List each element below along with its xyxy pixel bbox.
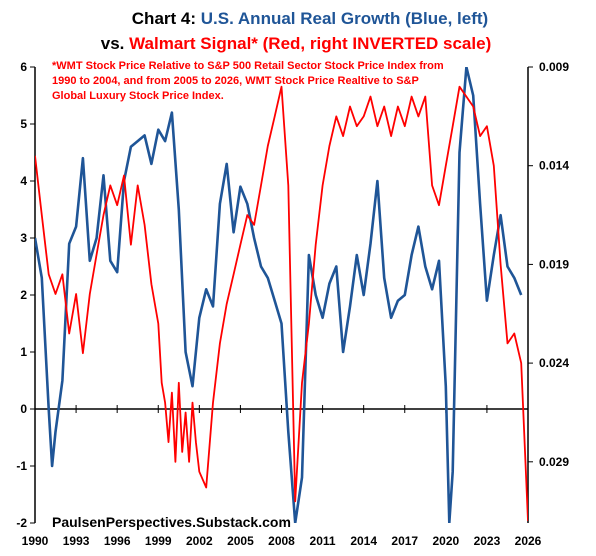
left-tick-label: 3: [20, 231, 27, 245]
chart-title-line1: Chart 4: U.S. Annual Real Growth (Blue, …: [132, 9, 488, 28]
right-tick-label: 0.019: [539, 257, 569, 271]
x-tick-label: 1990: [22, 534, 49, 548]
x-tick-label: 2026: [515, 534, 542, 548]
x-tick-label: 1999: [145, 534, 172, 548]
right-tick-label: 0.014: [539, 159, 569, 173]
series-group: [35, 67, 528, 523]
left-tick-label: 0: [20, 402, 27, 416]
right-tick-label: 0.029: [539, 455, 569, 469]
x-tick-label: 2002: [186, 534, 213, 548]
x-tick-label: 2014: [350, 534, 377, 548]
left-tick-label: 4: [20, 174, 27, 188]
right-tick-label: 0.009: [539, 60, 569, 74]
left-tick-label: -2: [16, 516, 27, 530]
annotation-line-3: Global Luxury Stock Price Index.: [52, 90, 224, 102]
left-tick-label: -1: [16, 459, 27, 473]
chart-title-red: Walmart Signal* (Red, right INVERTED sca…: [129, 34, 491, 53]
x-tick-label: 1996: [104, 534, 131, 548]
right-tick-label: 0.024: [539, 356, 569, 370]
chart-title-prefix: Chart 4:: [132, 9, 201, 28]
blue-series-line: [35, 67, 523, 523]
annotation-line-1: *WMT Stock Price Relative to S&P 500 Ret…: [52, 60, 444, 72]
left-tick-label: 5: [20, 117, 27, 131]
x-tick-label: 2011: [310, 534, 336, 548]
chart-title-blue: U.S. Annual Real Growth (Blue, left): [201, 9, 488, 28]
chart-title-line2: vs. Walmart Signal* (Red, right INVERTED…: [101, 34, 491, 53]
axes-group: -2 -1 0 1 2 3 4 5 6 0.009 0.014 0.019 0.024 0.029 1990…: [16, 60, 569, 548]
x-tick-label: 1993: [63, 534, 90, 548]
left-tick-label: 1: [20, 345, 27, 359]
chart-title-vs: vs.: [101, 34, 129, 53]
footer-source: PaulsenPerspectives.Substack.com: [52, 514, 291, 530]
x-tick-label: 2017: [391, 534, 418, 548]
x-tick-label: 2023: [474, 534, 501, 548]
left-tick-label: 6: [20, 60, 27, 74]
annotation-line-2: 1990 to 2004, and from 2005 to 2026, WMT…: [52, 75, 419, 87]
left-tick-label: 2: [20, 288, 27, 302]
x-tick-label: 2005: [227, 534, 254, 548]
x-tick-label: 2008: [268, 534, 295, 548]
red-series-line: [35, 85, 528, 522]
x-tick-label: 2020: [432, 534, 459, 548]
